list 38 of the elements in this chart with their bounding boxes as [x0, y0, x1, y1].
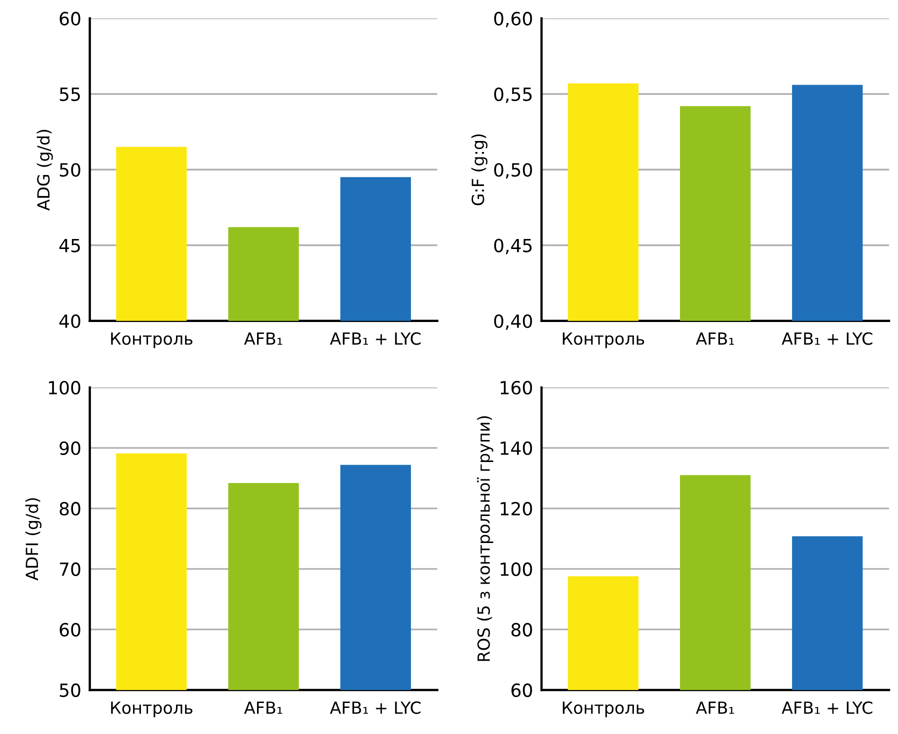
- x-tick-label: AFB₁: [244, 702, 282, 714]
- x-tick-label: Контроль: [562, 702, 644, 718]
- y-tick-label: 0,50: [494, 163, 532, 179]
- y-tick-label: 55: [60, 88, 80, 102]
- x-tick-label: AFB₁: [696, 702, 734, 714]
- y-tick-label: 0,45: [494, 238, 532, 254]
- y-tick-label: 60: [60, 12, 80, 26]
- x-tick-label: AFB₁: [696, 332, 734, 345]
- y-axis-title: ROS (5 з контрольної групи): [477, 416, 494, 661]
- y-tick-label: 120: [500, 502, 532, 516]
- x-tick-label: AFB₁ + LYC: [330, 332, 421, 345]
- x-tick-label: Контроль: [562, 332, 644, 348]
- y-axis-title: ADFI (g/d): [25, 498, 42, 580]
- x-tick-label: AFB₁ + LYC: [782, 332, 872, 345]
- y-tick-label: 70: [60, 562, 80, 576]
- y-tick-label: 80: [511, 622, 532, 637]
- y-tick-label: 60: [511, 683, 532, 698]
- y-tick-label: 40: [59, 314, 80, 328]
- y-axis-title: ADG (g/d): [36, 130, 53, 211]
- y-tick-label: 50: [60, 163, 80, 177]
- y-tick-label: 140: [500, 441, 532, 456]
- y-tick-label: 90: [60, 441, 80, 456]
- y-tick-label: 60: [60, 622, 80, 637]
- x-tick-label: AFB₁ + LYC: [782, 701, 872, 714]
- y-tick-label: 80: [60, 502, 80, 516]
- y-tick-label: 0,55: [494, 87, 532, 103]
- y-tick-label: 160: [500, 380, 532, 395]
- x-tick-label: Контроль: [111, 702, 192, 718]
- x-tick-label: AFB₁: [244, 332, 282, 345]
- x-tick-label: Контроль: [111, 332, 192, 348]
- y-tick-label: 0,40: [494, 314, 532, 330]
- y-tick-label: 50: [60, 683, 80, 698]
- y-axis-title: G:F (g:g): [471, 134, 488, 206]
- y-tick-label: 100: [48, 380, 80, 395]
- x-tick-label: AFB₁ + LYC: [330, 701, 421, 714]
- y-tick-label: 45: [59, 238, 80, 252]
- y-tick-label: 100: [500, 562, 532, 576]
- y-tick-label: 0,60: [494, 12, 532, 28]
